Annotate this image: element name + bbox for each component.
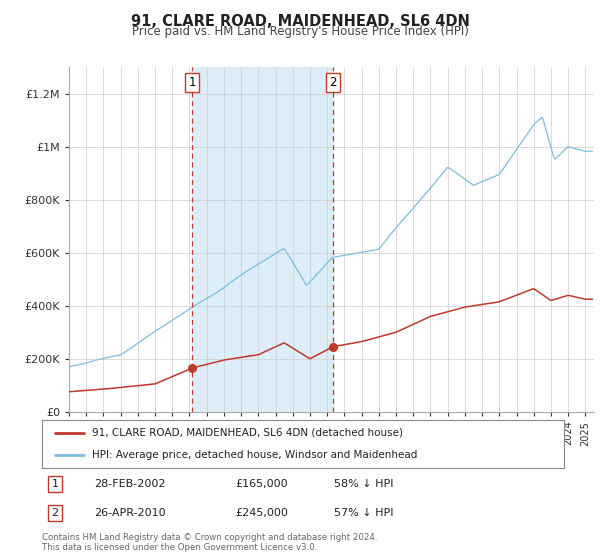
Text: 91, CLARE ROAD, MAIDENHEAD, SL6 4DN (detached house): 91, CLARE ROAD, MAIDENHEAD, SL6 4DN (det… — [92, 428, 403, 438]
Text: 1: 1 — [188, 76, 196, 89]
Text: 57% ↓ HPI: 57% ↓ HPI — [334, 508, 394, 519]
Text: £165,000: £165,000 — [235, 479, 288, 489]
Text: Contains HM Land Registry data © Crown copyright and database right 2024.: Contains HM Land Registry data © Crown c… — [42, 533, 377, 542]
Text: 58% ↓ HPI: 58% ↓ HPI — [334, 479, 394, 489]
FancyBboxPatch shape — [42, 420, 564, 468]
Bar — [192, 67, 333, 412]
Text: £245,000: £245,000 — [235, 508, 288, 519]
Text: 26-APR-2010: 26-APR-2010 — [94, 508, 166, 519]
Text: 1: 1 — [52, 479, 59, 489]
Text: HPI: Average price, detached house, Windsor and Maidenhead: HPI: Average price, detached house, Wind… — [92, 450, 417, 460]
Text: 2: 2 — [52, 508, 59, 519]
Text: 91, CLARE ROAD, MAIDENHEAD, SL6 4DN: 91, CLARE ROAD, MAIDENHEAD, SL6 4DN — [131, 14, 469, 29]
Text: Price paid vs. HM Land Registry's House Price Index (HPI): Price paid vs. HM Land Registry's House … — [131, 25, 469, 38]
Text: 2: 2 — [329, 76, 337, 89]
Text: This data is licensed under the Open Government Licence v3.0.: This data is licensed under the Open Gov… — [42, 543, 317, 552]
Text: 28-FEB-2002: 28-FEB-2002 — [94, 479, 166, 489]
